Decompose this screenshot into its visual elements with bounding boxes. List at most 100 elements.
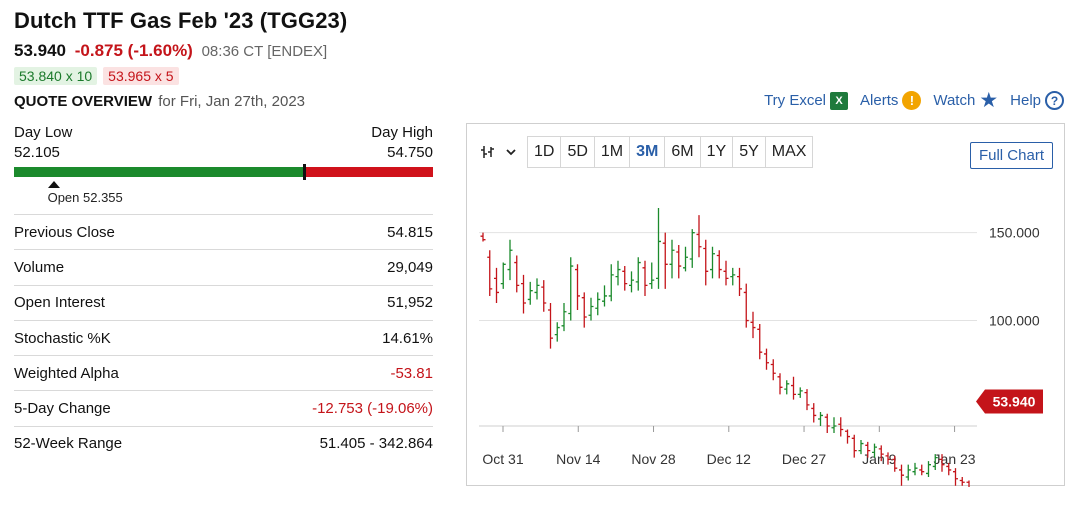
tab-max[interactable]: MAX	[771, 143, 807, 160]
page-title: Dutch TTF Gas Feb '23 (TGG23)	[14, 8, 348, 33]
y-tick-label: 150.000	[989, 225, 1040, 241]
quote-overview-heading: QUOTE OVERVIEW for Fri, Jan 27th, 2023	[14, 93, 305, 110]
quote-overview-date: for Fri, Jan 27th, 2023	[158, 93, 305, 110]
day-range-bar	[14, 167, 433, 177]
ohlc-bar	[824, 413, 830, 434]
stats-row: 52-Week Range 51.405 - 342.864	[14, 425, 433, 461]
tab-1d[interactable]: 1D	[528, 137, 562, 167]
ohlc-bar	[926, 461, 931, 477]
toolbar: Try Excel X Alerts ! Watch ★ Help ?	[752, 90, 1064, 111]
ohlc-bar	[622, 266, 628, 291]
alerts-label: Alerts	[860, 92, 899, 109]
x-tick-label: Nov 28	[631, 451, 676, 467]
tab-1y[interactable]: 1Y	[701, 137, 734, 167]
open-marker-icon	[47, 181, 60, 188]
ohlc-bar	[656, 208, 661, 289]
full-chart-button[interactable]: Full Chart	[969, 142, 1053, 169]
ohlc-bar	[723, 260, 729, 286]
ohlc-bar	[865, 441, 871, 458]
ohlc-bar	[892, 455, 898, 472]
stats-value: 51.405 - 342.864	[319, 435, 433, 453]
stats-value: 14.61%	[382, 329, 433, 347]
ohlc-bar	[851, 434, 857, 458]
try-excel-link[interactable]: Try Excel X	[764, 91, 849, 110]
ohlc-bar	[487, 250, 493, 296]
day-high-label: Day High	[371, 124, 433, 141]
ohlc-bar	[696, 215, 702, 258]
ohlc-bar	[710, 246, 715, 279]
ohlc-bar	[959, 476, 965, 486]
chart-type-dropdown[interactable]	[481, 144, 517, 160]
tab-1m[interactable]: 1M	[595, 137, 631, 167]
day-range: Day Low Day High 52.105 54.750 Open 52.3…	[14, 124, 433, 210]
last-price-badge	[976, 389, 1043, 414]
tab-3m[interactable]: 3M	[630, 137, 666, 167]
last-price: 53.940	[14, 41, 66, 60]
stats-row: Open Interest 51,952	[14, 284, 433, 320]
stats-row: 5-Day Change -12.753 (-19.06%)	[14, 390, 433, 425]
alerts-link[interactable]: Alerts !	[860, 91, 922, 110]
ohlc-bar	[885, 452, 891, 465]
ohlc-bar	[534, 278, 540, 300]
ohlc-bar	[730, 267, 736, 286]
ohlc-bar	[629, 271, 634, 293]
ohlc-bar	[797, 387, 803, 398]
chart-panel: 150.000 100.000 Oct 31 Nov 14 Nov 28 Dec 12 De…	[466, 123, 1066, 487]
day-low-value: 52.105	[14, 144, 60, 161]
price-line: 53.940 -0.875 (-1.60%) 08:36 CT [ENDEX]	[14, 41, 327, 61]
alert-icon: !	[902, 91, 922, 110]
stats-row: Stochastic %K 14.61%	[14, 319, 433, 355]
ohlc-bar	[662, 232, 668, 289]
x-tick-label: Dec 12	[707, 451, 752, 467]
ohlc-bar	[642, 260, 648, 296]
x-tick-label: Dec 27	[782, 451, 827, 467]
stats-label: 52-Week Range	[14, 435, 123, 453]
open-label: Open 52.355	[47, 190, 123, 205]
ohlc-bar	[858, 440, 864, 455]
ohlc-bar	[548, 302, 553, 349]
tab-6m[interactable]: 6M	[665, 137, 701, 167]
price-chart[interactable]: 150.000 100.000 Oct 31 Nov 14 Nov 28 Dec 12 De…	[467, 124, 1066, 487]
ohlc-bar	[500, 262, 506, 289]
ohlc-bar	[845, 429, 850, 444]
ohlc-bar	[743, 283, 749, 328]
stats-row: Previous Close 54.815	[14, 214, 433, 249]
ohlc-bar	[649, 262, 655, 289]
timeframe-bar: 1D 5D 1M 3M 6M 1Y 5Y MAX	[481, 136, 814, 168]
ohlc-bar	[514, 255, 520, 293]
ask-badge: 53.965 x 5	[103, 67, 179, 85]
y-tick-label: 100.000	[989, 313, 1040, 329]
quote-overview-label: QUOTE OVERVIEW	[14, 93, 153, 110]
stats-value: 54.815	[387, 223, 433, 241]
ohlc-bar	[602, 285, 607, 307]
tab-5y[interactable]: 5Y	[733, 137, 766, 167]
stats-label: Open Interest	[14, 294, 105, 312]
ohlc-bar	[757, 324, 763, 360]
ohlc-bar	[784, 380, 790, 395]
tab-5d[interactable]: 5D	[561, 137, 595, 167]
quote-time: 08:36 CT [ENDEX]	[201, 43, 328, 60]
ohlc-bar	[791, 376, 796, 400]
star-icon: ★	[979, 89, 999, 112]
ohlc-bar	[912, 462, 918, 476]
ohlc-bar	[595, 292, 601, 316]
ohlc-bar	[480, 232, 486, 242]
watch-link[interactable]: Watch ★	[933, 90, 998, 111]
help-link[interactable]: Help ?	[1010, 91, 1064, 110]
ohlc-bar	[689, 229, 695, 268]
ohlc-bar	[919, 464, 925, 476]
stats-value: -53.81	[390, 364, 433, 382]
ohlc-bar	[494, 267, 499, 303]
ohlc-bar	[669, 239, 675, 279]
ohlc-bar	[777, 373, 783, 395]
help-icon: ?	[1045, 91, 1064, 110]
x-tick-label: Jan 23	[934, 451, 976, 467]
excel-icon: X	[830, 91, 849, 110]
ohlc-bar	[716, 250, 722, 279]
ohlc-bar	[554, 322, 560, 342]
stats-label: Previous Close	[14, 223, 115, 241]
ohlc-bar	[878, 445, 884, 462]
stats-row: Volume 29,049	[14, 249, 433, 284]
watch-label: Watch	[933, 92, 976, 109]
bid-ask: 53.840 x 10 53.965 x 5	[14, 67, 179, 85]
